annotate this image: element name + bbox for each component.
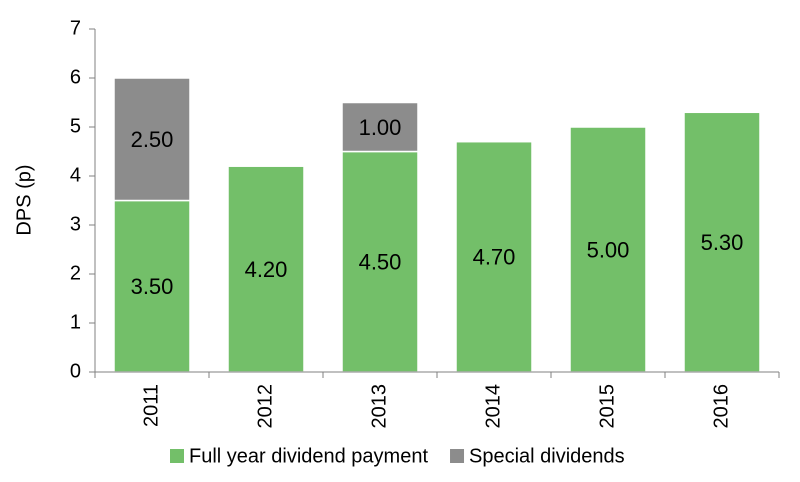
y-tick-label: 7 [70,17,81,39]
bar-segment [683,111,761,373]
value-label: 2.50 [131,127,174,152]
bar-segment [113,199,191,373]
legend-swatch [170,449,184,463]
legend-label: Special dividends [469,445,625,467]
legend-swatch [450,449,465,463]
bar-segment [455,140,533,373]
y-tick-label: 4 [70,164,81,186]
value-label: 3.50 [131,274,174,299]
x-tick-label: 2012 [254,384,276,429]
legend-label: Full year dividend payment [189,445,428,467]
bar-segment [113,77,191,202]
value-label: 1.00 [359,115,402,140]
value-label: 4.50 [359,250,402,275]
y-axis-label: DPS (p) [13,164,35,235]
bar-segment [341,150,419,373]
value-label: 4.70 [473,245,516,270]
y-tick-label: 0 [70,360,81,382]
x-tick-label: 2011 [140,384,162,427]
bar-segment [569,126,647,373]
x-tick-label: 2013 [368,384,390,429]
y-tick-label: 1 [70,311,81,333]
value-label: 4.20 [245,257,288,282]
x-tick-label: 2014 [482,384,504,429]
y-tick-label: 6 [70,66,81,88]
y-tick-label: 2 [70,262,81,284]
y-tick-label: 3 [70,213,81,235]
x-tick-label: 2015 [596,384,618,429]
value-label: 5.30 [701,230,744,255]
value-label: 5.00 [587,237,630,262]
x-tick-label: 2016 [710,384,732,429]
bar-segment [341,101,419,153]
y-tick-label: 5 [70,115,81,137]
